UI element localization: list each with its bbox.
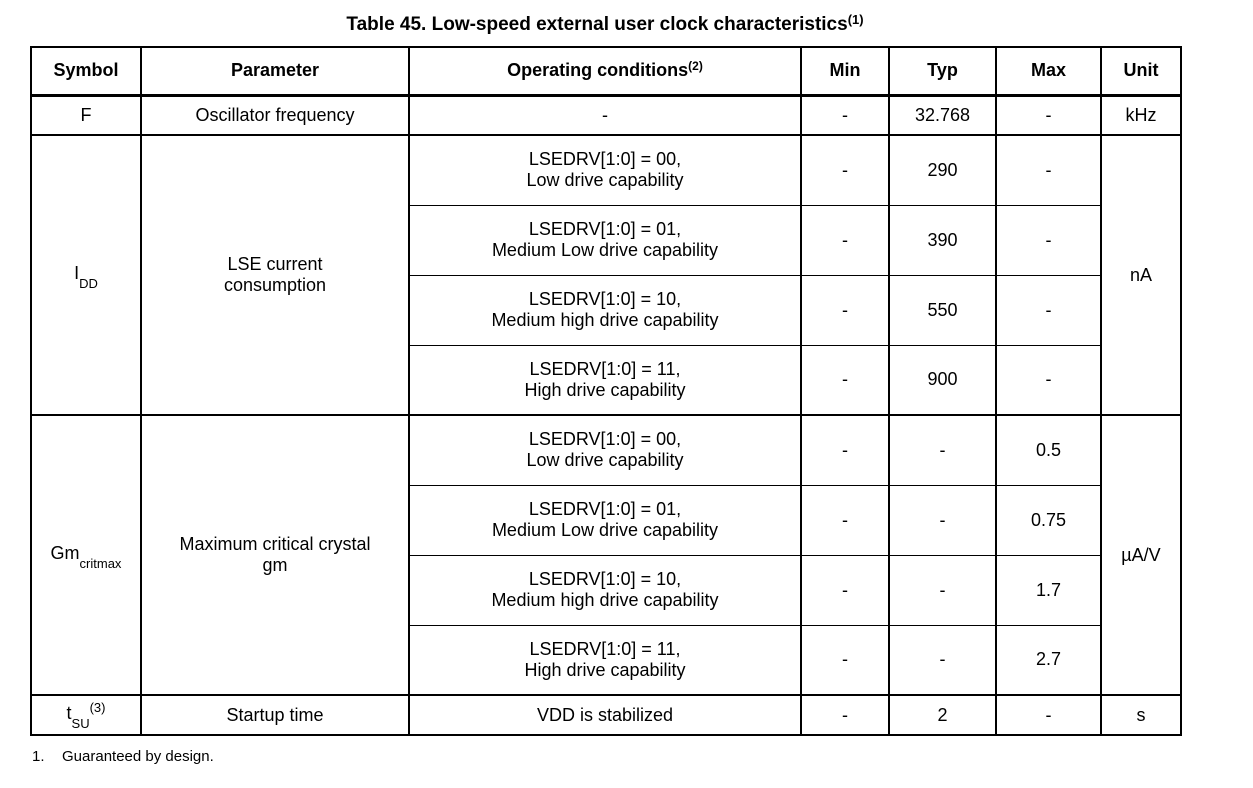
cell-typ: - bbox=[888, 554, 997, 625]
symbol-footnote-ref: (3) bbox=[89, 700, 106, 716]
header-row: Symbol Parameter Operating conditions(2)… bbox=[30, 46, 1182, 97]
cell-min: - bbox=[800, 94, 890, 135]
cell-condition: LSEDRV[1:0] = 11, High drive capability bbox=[408, 624, 802, 695]
cell-condition: LSEDRV[1:0] = 11, High drive capability bbox=[408, 344, 802, 415]
table-title-text: Table 45. Low-speed external user clock … bbox=[346, 14, 848, 35]
table-row: LSEDRV[1:0] = 01, Medium Low drive capab… bbox=[31, 484, 1181, 555]
cell-condition: LSEDRV[1:0] = 10, Medium high drive capa… bbox=[408, 554, 802, 625]
table-row: IDD LSE current consumption LSEDRV[1:0] … bbox=[30, 134, 1182, 415]
col-header-symbol: Symbol bbox=[30, 46, 142, 97]
cell-min: - bbox=[800, 554, 890, 625]
cell-typ: - bbox=[888, 484, 997, 555]
cell-unit: nA bbox=[1100, 134, 1182, 415]
table-title: Table 45. Low-speed external user clock … bbox=[30, 12, 1180, 36]
cell-symbol: F bbox=[30, 94, 142, 135]
symbol-base: t bbox=[66, 703, 72, 724]
cell-max: - bbox=[995, 94, 1102, 135]
cell-symbol: Gmcritmax bbox=[30, 414, 142, 695]
cell-condition: LSEDRV[1:0] = 00, Low drive capability bbox=[408, 134, 802, 205]
cell-condition: - bbox=[408, 94, 802, 135]
table-row: LSEDRV[1:0] = 10, Medium high drive capa… bbox=[31, 274, 1181, 345]
footnote: 1. Guaranteed by design. bbox=[32, 748, 1253, 765]
cell-max: - bbox=[995, 274, 1102, 345]
col-header-unit: Unit bbox=[1100, 46, 1182, 97]
cell-typ: 290 bbox=[888, 134, 997, 205]
cell-parameter: Maximum critical crystal gm bbox=[140, 414, 410, 695]
cell-typ: 32.768 bbox=[888, 94, 997, 135]
cell-typ: 900 bbox=[888, 344, 997, 415]
cell-condition: LSEDRV[1:0] = 00, Low drive capability bbox=[408, 414, 802, 485]
cell-min: - bbox=[800, 204, 890, 275]
cell-max: 0.75 bbox=[995, 484, 1102, 555]
col-header-max: Max bbox=[995, 46, 1102, 97]
cell-max: - bbox=[995, 694, 1102, 735]
footnote-number: 1. bbox=[32, 748, 45, 765]
cell-unit: µA/V bbox=[1100, 414, 1182, 695]
cell-max: - bbox=[995, 344, 1102, 415]
cell-min: - bbox=[800, 414, 890, 485]
table-row: F Oscillator frequency - - 32.768 - kHz bbox=[30, 94, 1182, 135]
table-row: LSEDRV[1:0] = 11, High drive capability … bbox=[31, 624, 1181, 695]
table-row: LSEDRV[1:0] = 01, Medium Low drive capab… bbox=[31, 204, 1181, 275]
table-row: LSEDRV[1:0] = 10, Medium high drive capa… bbox=[31, 554, 1181, 625]
cell-min: - bbox=[800, 134, 890, 205]
cell-max: 0.5 bbox=[995, 414, 1102, 485]
col-header-operating-conditions: Operating conditions(2) bbox=[408, 46, 802, 97]
table-title-footnote-ref: (1) bbox=[847, 12, 864, 27]
cell-typ: 2 bbox=[888, 694, 997, 735]
cell-condition: LSEDRV[1:0] = 01, Medium Low drive capab… bbox=[408, 204, 802, 275]
document-page: Table 45. Low-speed external user clock … bbox=[0, 12, 1253, 788]
cell-condition: LSEDRV[1:0] = 01, Medium Low drive capab… bbox=[408, 484, 802, 555]
col-header-operating-conditions-text: Operating conditions bbox=[507, 60, 689, 81]
cell-symbol: tSU(3) bbox=[30, 694, 142, 735]
col-header-typ: Typ bbox=[888, 46, 997, 97]
cell-typ: - bbox=[888, 414, 997, 485]
cell-parameter: Startup time bbox=[140, 694, 410, 735]
footnote-text: Guaranteed by design. bbox=[62, 748, 214, 765]
cell-parameter: LSE current consumption bbox=[140, 134, 410, 415]
symbol-subscript: DD bbox=[79, 275, 98, 291]
symbol-base: Gm bbox=[50, 543, 80, 564]
cell-min: - bbox=[800, 484, 890, 555]
characteristics-table: Symbol Parameter Operating conditions(2)… bbox=[30, 46, 1182, 736]
cell-parameter: Oscillator frequency bbox=[140, 94, 410, 135]
col-header-parameter: Parameter bbox=[140, 46, 410, 97]
cell-max: - bbox=[995, 204, 1102, 275]
col-header-operating-conditions-footnote-ref: (2) bbox=[688, 59, 703, 74]
table-row: LSEDRV[1:0] = 11, High drive capability … bbox=[31, 344, 1181, 415]
cell-min: - bbox=[800, 344, 890, 415]
cell-max: 1.7 bbox=[995, 554, 1102, 625]
table-row: tSU(3) Startup time VDD is stabilized - … bbox=[30, 694, 1182, 735]
cell-unit: s bbox=[1100, 694, 1182, 735]
symbol-subscript: SU bbox=[71, 715, 90, 731]
cell-max: - bbox=[995, 134, 1102, 205]
cell-typ: - bbox=[888, 624, 997, 695]
cell-typ: 550 bbox=[888, 274, 997, 345]
cell-typ: 390 bbox=[888, 204, 997, 275]
cell-min: - bbox=[800, 624, 890, 695]
symbol-subscript: critmax bbox=[79, 555, 122, 571]
cell-min: - bbox=[800, 274, 890, 345]
col-header-min: Min bbox=[800, 46, 890, 97]
symbol-base: I bbox=[74, 263, 80, 284]
cell-condition: VDD is stabilized bbox=[408, 694, 802, 735]
cell-max: 2.7 bbox=[995, 624, 1102, 695]
cell-condition: LSEDRV[1:0] = 10, Medium high drive capa… bbox=[408, 274, 802, 345]
cell-symbol: IDD bbox=[30, 134, 142, 415]
table-row: Gmcritmax Maximum critical crystal gm LS… bbox=[30, 414, 1182, 695]
cell-min: - bbox=[800, 694, 890, 735]
cell-unit: kHz bbox=[1100, 94, 1182, 135]
